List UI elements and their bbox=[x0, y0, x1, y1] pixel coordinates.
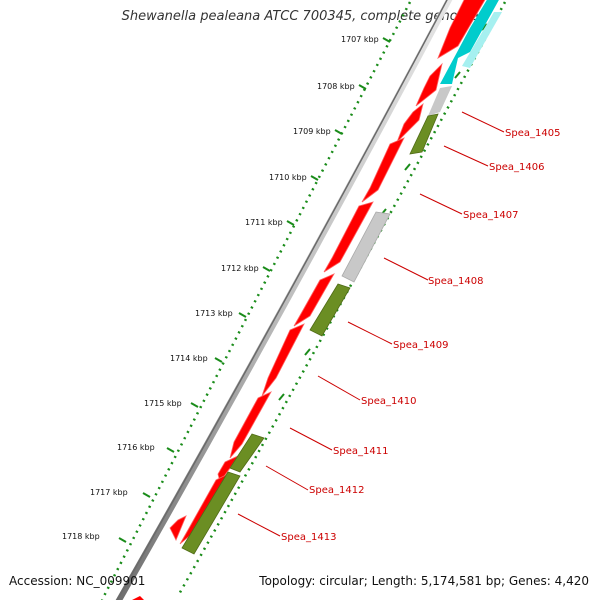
gene-labels: Spea_1405 Spea_1406 Spea_1407 Spea_1408 … bbox=[281, 128, 560, 543]
tick-mark bbox=[481, 23, 488, 31]
sequence-backbone bbox=[115, 0, 453, 600]
ruler-tick bbox=[382, 37, 391, 43]
leader-line bbox=[347, 321, 393, 345]
leader-line bbox=[419, 193, 463, 215]
ruler-label: 1712 kbp bbox=[221, 264, 259, 273]
topology-label: Topology: bbox=[259, 574, 316, 588]
length-label: Length: bbox=[371, 574, 418, 588]
cds-forward[interactable] bbox=[415, 62, 443, 107]
ruler-tick bbox=[166, 447, 175, 453]
accession-label: Accession: bbox=[9, 574, 73, 588]
leader-line bbox=[383, 257, 429, 281]
tick-mark bbox=[304, 348, 311, 356]
ruler-tick bbox=[238, 312, 247, 318]
ruler-labels: 1707 kbp 1708 kbp 1709 kbp 1710 kbp 1711… bbox=[62, 35, 379, 541]
sequence-backbone-edge bbox=[116, 0, 448, 600]
cds-reverse-gray[interactable] bbox=[428, 86, 452, 116]
ruler-label: 1710 kbp bbox=[269, 173, 307, 182]
gene-label[interactable]: Spea_1411 bbox=[333, 446, 388, 457]
cds-reverse-green[interactable] bbox=[409, 113, 439, 155]
gene-label[interactable]: Spea_1406 bbox=[489, 162, 544, 173]
cds-forward[interactable] bbox=[437, 0, 486, 59]
ruler-tick bbox=[334, 129, 343, 135]
cds-reverse-green[interactable] bbox=[309, 283, 351, 337]
cds-reverse-green[interactable] bbox=[181, 471, 241, 555]
ruler-label: 1708 kbp bbox=[317, 82, 355, 91]
ruler-tick bbox=[214, 357, 223, 363]
leader-line bbox=[289, 427, 333, 451]
ruler-label: 1717 kbp bbox=[90, 488, 128, 497]
genes-value: 4,420 bbox=[554, 574, 589, 588]
tick-mark bbox=[404, 163, 411, 171]
leader-line bbox=[461, 111, 505, 133]
ruler-tick bbox=[358, 84, 367, 90]
ruler-label: 1709 kbp bbox=[293, 127, 331, 136]
cds-forward[interactable] bbox=[169, 515, 187, 541]
topology-value: circular; bbox=[319, 574, 368, 588]
leader-line bbox=[443, 145, 489, 167]
ruler-label: 1716 kbp bbox=[117, 443, 155, 452]
ruler-tick bbox=[262, 266, 271, 272]
length-value: 5,174,581 bp; bbox=[420, 574, 506, 588]
forward-cds-track bbox=[128, 0, 486, 600]
map-title: Shewanella pealeana ATCC 700345, complet… bbox=[121, 9, 479, 24]
ruler-tick bbox=[190, 402, 199, 408]
label-leaders bbox=[237, 111, 505, 537]
cds-reverse-cyan-light[interactable] bbox=[462, 12, 502, 68]
cds-forward[interactable] bbox=[323, 201, 374, 273]
leader-line bbox=[265, 465, 309, 491]
tick-mark bbox=[454, 71, 461, 79]
gene-label[interactable]: Spea_1412 bbox=[309, 485, 364, 496]
gene-label[interactable]: Spea_1405 bbox=[505, 128, 560, 139]
ruler-tick bbox=[142, 492, 151, 498]
leader-line bbox=[317, 375, 361, 401]
cds-forward[interactable] bbox=[261, 323, 305, 397]
accession-value: NC_009901 bbox=[76, 574, 146, 588]
ruler-tick bbox=[310, 175, 319, 181]
gene-label[interactable]: Spea_1410 bbox=[361, 396, 416, 407]
cds-reverse-green[interactable] bbox=[229, 433, 265, 473]
accession-info: Accession: NC_009901 bbox=[9, 574, 145, 588]
cds-forward[interactable] bbox=[229, 391, 272, 459]
tick-mark bbox=[278, 393, 285, 401]
ruler-label: 1718 kbp bbox=[62, 532, 100, 541]
cds-reverse-gray[interactable] bbox=[341, 211, 391, 283]
gene-label[interactable]: Spea_1413 bbox=[281, 532, 336, 543]
gene-label[interactable]: Spea_1409 bbox=[393, 340, 448, 351]
cds-forward[interactable] bbox=[396, 102, 424, 143]
genome-stats: Topology: circular; Length: 5,174,581 bp… bbox=[259, 574, 589, 588]
gene-label[interactable]: Spea_1408 bbox=[428, 276, 483, 287]
ruler-label: 1707 kbp bbox=[341, 35, 379, 44]
leader-line bbox=[237, 513, 281, 537]
ruler-ring bbox=[100, 1, 412, 600]
ruler-label: 1714 kbp bbox=[170, 354, 208, 363]
cds-forward[interactable] bbox=[293, 273, 335, 327]
ruler-label: 1715 kbp bbox=[144, 399, 182, 408]
cds-reverse-cyan[interactable] bbox=[440, 0, 500, 84]
reverse-cds-track bbox=[181, 0, 502, 555]
cds-forward[interactable] bbox=[128, 596, 146, 600]
ruler-tick bbox=[286, 220, 295, 226]
ruler-tick bbox=[118, 537, 127, 543]
ruler-label: 1713 kbp bbox=[195, 309, 233, 318]
cds-forward[interactable] bbox=[361, 137, 405, 203]
ruler-label: 1711 kbp bbox=[245, 218, 283, 227]
cds-forward[interactable] bbox=[217, 455, 240, 483]
genes-label: Genes: bbox=[508, 574, 551, 588]
gene-label[interactable]: Spea_1407 bbox=[463, 210, 518, 221]
